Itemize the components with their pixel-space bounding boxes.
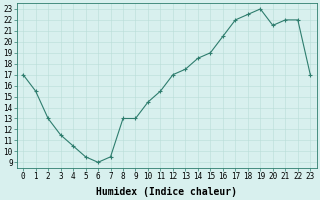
X-axis label: Humidex (Indice chaleur): Humidex (Indice chaleur) (96, 186, 237, 197)
